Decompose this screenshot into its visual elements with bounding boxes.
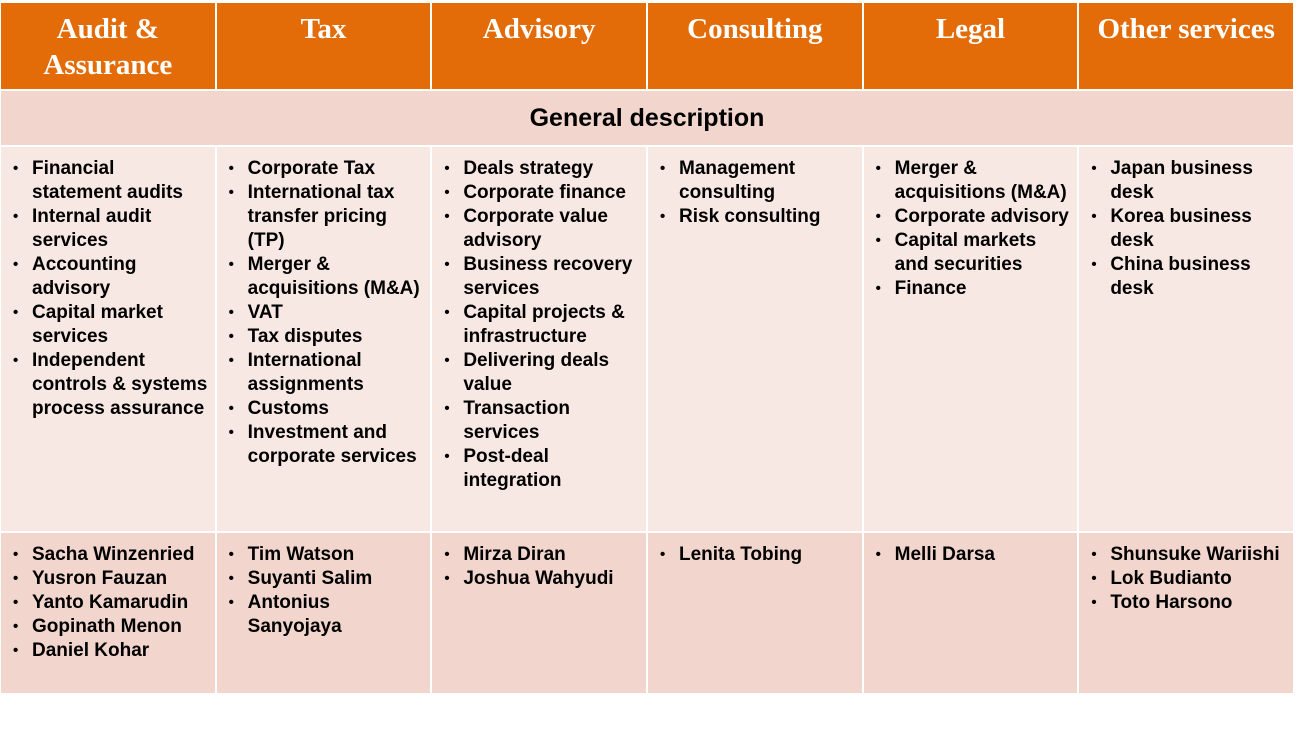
service-item: Risk consulting xyxy=(660,205,856,229)
service-item: Management consulting xyxy=(660,157,856,205)
service-item: Japan business desk xyxy=(1091,157,1287,205)
people-cell-consulting: Lenita Tobing xyxy=(648,533,862,693)
service-item: International tax transfer pricing (TP) xyxy=(229,181,425,253)
service-item: VAT xyxy=(229,301,425,325)
header-other-services: Other services xyxy=(1079,3,1293,89)
desc-cell-audit-assurance: Financial statement auditsInternal audit… xyxy=(1,147,215,531)
people-cell-legal: Melli Darsa xyxy=(863,533,1078,693)
people-cell-other-services: Shunsuke WariishiLok BudiantoToto Harson… xyxy=(1079,533,1293,693)
service-item: Internal audit services xyxy=(13,205,209,253)
person-name: Gopinath Menon xyxy=(13,615,209,639)
service-item: Financial statement audits xyxy=(13,157,209,205)
person-name: Yusron Fauzan xyxy=(13,567,209,591)
service-item: Accounting advisory xyxy=(13,253,209,301)
person-name: Lenita Tobing xyxy=(660,543,856,567)
people-list: Tim WatsonSuyanti SalimAntonius Sanyojay… xyxy=(217,533,431,639)
general-description-band: General description xyxy=(1,91,1293,145)
desc-cell-advisory: Deals strategyCorporate financeCorporate… xyxy=(432,147,646,531)
header-audit-assurance: Audit & Assurance xyxy=(1,3,215,89)
desc-list: Management consultingRisk consulting xyxy=(648,147,862,229)
service-item: Investment and corporate services xyxy=(229,421,425,469)
person-name: Melli Darsa xyxy=(876,543,1072,567)
desc-list: Financial statement auditsInternal audit… xyxy=(1,147,215,421)
people-list: Melli Darsa xyxy=(864,533,1078,567)
people-cell-audit-assurance: Sacha WinzenriedYusron FauzanYanto Kamar… xyxy=(1,533,215,693)
service-item: Customs xyxy=(229,397,425,421)
general-description-title: General description xyxy=(529,103,765,132)
service-item: Merger & acquisitions (M&A) xyxy=(229,253,425,301)
service-item: Corporate advisory xyxy=(876,205,1072,229)
person-name: Mirza Diran xyxy=(444,543,640,567)
people-cell-advisory: Mirza DiranJoshua Wahyudi xyxy=(432,533,646,693)
service-item: Korea business desk xyxy=(1091,205,1287,253)
person-name: Yanto Kamarudin xyxy=(13,591,209,615)
people-list: Mirza DiranJoshua Wahyudi xyxy=(432,533,646,591)
service-item: Capital market services xyxy=(13,301,209,349)
service-item: Independent controls & systems process a… xyxy=(13,349,209,421)
desc-cell-other-services: Japan business deskKorea business deskCh… xyxy=(1079,147,1293,531)
service-item: China business desk xyxy=(1091,253,1287,301)
person-name: Sacha Winzenried xyxy=(13,543,209,567)
header-legal: Legal xyxy=(863,3,1078,89)
header-consulting: Consulting xyxy=(648,3,862,89)
service-item: Tax disputes xyxy=(229,325,425,349)
desc-list: Merger & acquisitions (M&A)Corporate adv… xyxy=(864,147,1078,301)
desc-list: Deals strategyCorporate financeCorporate… xyxy=(432,147,646,493)
service-item: Deals strategy xyxy=(444,157,640,181)
service-item: Corporate value advisory xyxy=(444,205,640,253)
people-list: Lenita Tobing xyxy=(648,533,862,567)
service-item: Corporate finance xyxy=(444,181,640,205)
service-item: Delivering deals value xyxy=(444,349,640,397)
person-name: Tim Watson xyxy=(229,543,425,567)
person-name: Antonius Sanyojaya xyxy=(229,591,425,639)
service-item: Post-deal integration xyxy=(444,445,640,493)
service-item: Merger & acquisitions (M&A) xyxy=(876,157,1072,205)
service-item: Capital projects & infrastructure xyxy=(444,301,640,349)
person-name: Daniel Kohar xyxy=(13,639,209,663)
service-item: Corporate Tax xyxy=(229,157,425,181)
services-table: Audit & Assurance Tax Advisory Consultin… xyxy=(1,3,1293,693)
person-name: Shunsuke Wariishi xyxy=(1091,543,1287,567)
service-item: Business recovery services xyxy=(444,253,640,301)
desc-list: Corporate TaxInternational tax transfer … xyxy=(217,147,431,469)
person-name: Lok Budianto xyxy=(1091,567,1287,591)
desc-list: Japan business deskKorea business deskCh… xyxy=(1079,147,1293,301)
service-item: Capital markets and securities xyxy=(876,229,1072,277)
header-advisory: Advisory xyxy=(432,3,646,89)
person-name: Suyanti Salim xyxy=(229,567,425,591)
person-name: Joshua Wahyudi xyxy=(444,567,640,591)
service-item: Transaction services xyxy=(444,397,640,445)
desc-cell-legal: Merger & acquisitions (M&A)Corporate adv… xyxy=(863,147,1078,531)
people-cell-tax: Tim WatsonSuyanti SalimAntonius Sanyojay… xyxy=(216,533,431,693)
desc-cell-consulting: Management consultingRisk consulting xyxy=(648,147,862,531)
header-tax: Tax xyxy=(216,3,431,89)
person-name: Toto Harsono xyxy=(1091,591,1287,615)
service-item: International assignments xyxy=(229,349,425,397)
people-list: Shunsuke WariishiLok BudiantoToto Harson… xyxy=(1079,533,1293,615)
service-item: Finance xyxy=(876,277,1072,301)
desc-cell-tax: Corporate TaxInternational tax transfer … xyxy=(216,147,431,531)
people-list: Sacha WinzenriedYusron FauzanYanto Kamar… xyxy=(1,533,215,663)
